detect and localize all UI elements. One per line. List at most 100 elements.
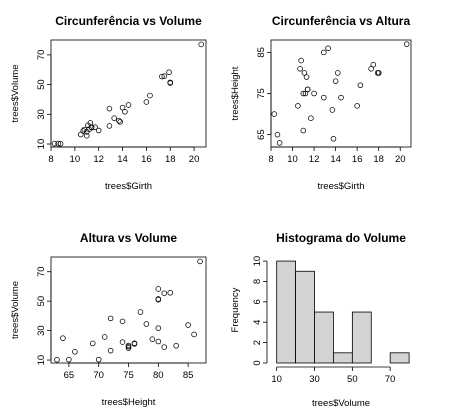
data-point — [57, 140, 64, 147]
y-tick-label: 2 — [252, 340, 263, 345]
x-tick-label: 8 — [268, 154, 273, 165]
y-tick-label: 50 — [36, 79, 47, 90]
panel-4: Histograma do Volume 10 30 50 70 0 2 4 6 8 10 trees… — [230, 231, 410, 409]
data-point — [161, 290, 168, 296]
data-point — [274, 131, 281, 138]
data-point — [92, 124, 98, 131]
data-point — [173, 342, 179, 349]
histogram-bar — [276, 260, 296, 364]
data-point — [101, 334, 108, 340]
chart-title: Histograma do Volume — [276, 231, 406, 245]
data-point — [298, 57, 304, 64]
data-point — [320, 94, 327, 101]
x-tick-label: 30 — [309, 374, 320, 385]
y-tick-label: 4 — [252, 320, 263, 325]
data-point — [125, 343, 132, 350]
data-point — [198, 41, 205, 48]
data-point — [143, 99, 150, 105]
data-point — [161, 73, 168, 79]
data-point — [185, 322, 191, 328]
chart-title: Circunferência vs Altura — [272, 14, 411, 28]
y-axis-label: trees$Volume — [10, 281, 21, 339]
data-point — [320, 49, 327, 56]
data-point — [197, 258, 203, 265]
x-tick-label: 8 — [48, 154, 53, 165]
x-tick-label: 10 — [287, 154, 298, 165]
data-point — [271, 111, 278, 117]
data-point — [116, 117, 122, 124]
x-tick-label: 14 — [330, 154, 341, 165]
data-point — [80, 128, 86, 134]
x-axis-label: trees$Volume — [312, 398, 370, 409]
data-point — [357, 82, 364, 89]
y-tick-label: 10 — [252, 256, 263, 267]
data-point — [303, 74, 310, 80]
data-point — [311, 90, 317, 97]
histogram-bar — [295, 270, 315, 364]
y-tick-label: 8 — [252, 279, 263, 284]
y-tick-label: 65 — [256, 129, 267, 140]
data-point — [161, 344, 168, 350]
x-tick-label: 80 — [153, 370, 164, 381]
chart-title: Altura vs Volume — [80, 231, 177, 245]
data-point — [191, 331, 197, 338]
data-point — [107, 315, 114, 322]
data-point — [143, 321, 150, 327]
x-tick-label: 70 — [385, 374, 396, 385]
plot-frame — [50, 256, 207, 364]
panel-3: Altura vs Volume 65 70 75 80 85 10 30 50 70 trees$… — [10, 231, 207, 408]
data-point — [119, 104, 126, 111]
y-tick-label: 30 — [36, 109, 47, 120]
data-point — [88, 124, 95, 130]
x-tick-label: 18 — [373, 154, 384, 165]
x-tick-label: 75 — [123, 370, 134, 381]
x-tick-label: 50 — [347, 374, 358, 385]
panel-2: Circunferência vs Altura 8 10 12 14 16 18 20 65 7… — [230, 14, 412, 192]
x-tick-label: 20 — [189, 154, 200, 165]
data-point — [122, 109, 128, 115]
y-tick-label: 10 — [36, 355, 47, 366]
x-axis-label: trees$Girth — [105, 181, 152, 192]
y-axis-label: trees$Volume — [10, 64, 21, 122]
data-point — [106, 105, 113, 112]
x-tick-label: 14 — [117, 154, 128, 165]
x-tick-label: 10 — [70, 154, 81, 165]
y-tick-label: 70 — [36, 266, 47, 277]
y-axis-label: trees$Height — [230, 66, 241, 120]
data-point — [111, 115, 117, 121]
x-tick-label: 12 — [93, 154, 104, 165]
y-tick-label: 75 — [256, 88, 267, 99]
chart-title: Circunferência vs Volume — [55, 14, 202, 28]
data-point — [54, 356, 60, 363]
x-axis-label: trees$Height — [102, 397, 156, 408]
y-axis-label: Frequency — [230, 287, 241, 332]
data-point — [107, 347, 114, 354]
data-point — [330, 135, 337, 142]
histogram-bar — [314, 311, 334, 364]
data-point — [106, 123, 113, 129]
data-point — [334, 70, 341, 76]
data-point — [155, 325, 162, 331]
data-point — [60, 335, 66, 341]
y-tick-label: 85 — [256, 47, 267, 58]
data-point — [55, 140, 61, 147]
data-point — [147, 92, 153, 99]
data-point — [300, 90, 307, 97]
plot-frame — [50, 39, 207, 148]
x-tick-label: 85 — [183, 370, 194, 381]
data-point — [72, 349, 78, 355]
y-tick-label: 50 — [36, 296, 47, 307]
data-point — [370, 61, 377, 68]
plot-frame — [270, 39, 412, 148]
data-point — [155, 338, 162, 345]
data-point — [329, 107, 336, 113]
data-point — [295, 103, 301, 109]
data-point — [83, 132, 90, 139]
data-point — [89, 340, 96, 347]
data-point — [276, 140, 283, 146]
data-point — [119, 318, 126, 325]
data-point — [166, 69, 172, 76]
x-tick-label: 18 — [165, 154, 176, 165]
data-point — [119, 339, 126, 345]
